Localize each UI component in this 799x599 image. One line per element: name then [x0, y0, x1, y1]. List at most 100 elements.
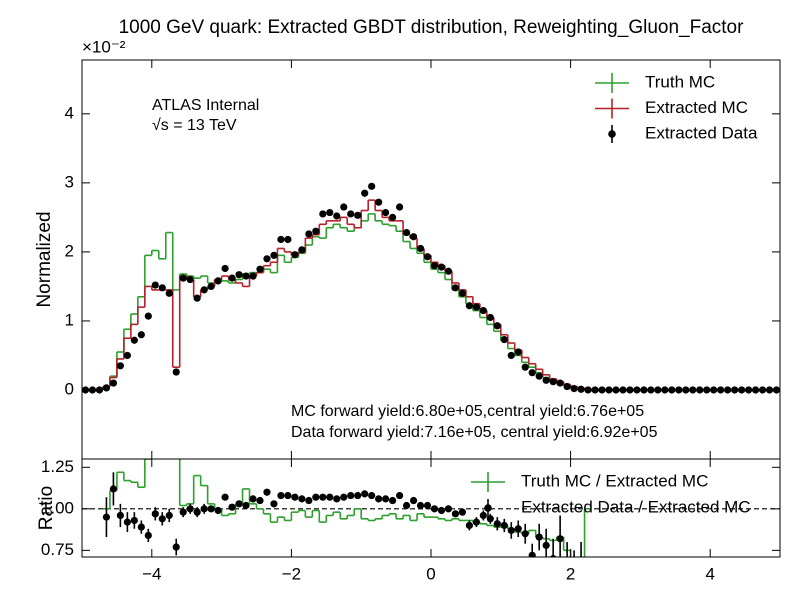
x-tick-label: −2 — [282, 564, 301, 583]
plot-area — [82, 459, 780, 557]
data-point — [430, 262, 439, 270]
data-point — [151, 281, 159, 289]
data-point — [451, 284, 460, 292]
data-point — [626, 386, 634, 394]
data-point — [703, 386, 711, 394]
data-point — [298, 246, 306, 254]
y-tick-label: 1.25 — [41, 457, 74, 476]
data-point — [535, 372, 543, 380]
data-point — [158, 284, 166, 292]
x-tick-label: −4 — [142, 564, 161, 583]
data-point — [235, 271, 243, 279]
data-point — [458, 289, 467, 297]
data-point — [193, 294, 201, 302]
data-point — [200, 505, 208, 513]
data-point — [465, 302, 473, 310]
data-point — [312, 227, 320, 235]
data-point — [598, 386, 606, 394]
data-point — [123, 351, 131, 360]
data-point — [172, 368, 180, 376]
data-point — [472, 303, 480, 311]
data-point — [668, 386, 676, 394]
data-point — [500, 521, 508, 530]
data-point — [472, 518, 480, 526]
y-tick-label: 1.00 — [41, 498, 74, 517]
data-point — [193, 508, 201, 516]
data-point — [731, 386, 739, 394]
data-point — [514, 525, 522, 533]
data-point — [689, 386, 697, 394]
data-point — [500, 335, 508, 344]
x-tick-label: 4 — [705, 564, 714, 583]
data-point — [605, 386, 613, 394]
data-point — [242, 272, 250, 280]
data-point — [235, 500, 243, 508]
data-point — [277, 235, 285, 244]
data-point — [368, 182, 376, 190]
data-point — [130, 516, 138, 525]
data-point — [409, 233, 418, 241]
data-point — [661, 386, 669, 394]
legend-label: Extracted Data / Extracted MC — [521, 497, 751, 516]
data-point — [88, 386, 97, 394]
data-point — [717, 386, 725, 394]
data-point — [333, 495, 341, 503]
data-point — [130, 336, 138, 344]
legend-label: Truth MC — [645, 72, 715, 91]
data-point — [521, 363, 529, 371]
data-point — [389, 213, 397, 221]
data-point — [109, 379, 118, 387]
data-point — [451, 510, 460, 518]
data-point — [116, 362, 124, 370]
data-point — [416, 501, 425, 510]
x-tick-label: 2 — [566, 564, 575, 583]
data-point — [724, 386, 732, 394]
data-point — [340, 493, 348, 501]
data-point — [375, 198, 383, 206]
chart-title: 1000 GeV quark: Extracted GBDT distribut… — [119, 17, 745, 38]
data-point — [102, 384, 111, 392]
y-tick-label: 3 — [65, 172, 74, 191]
data-point — [465, 521, 473, 530]
y-axis-label: Normalized — [34, 211, 55, 307]
data-point — [354, 211, 362, 219]
data-point — [591, 386, 599, 394]
data-point — [137, 523, 145, 531]
data-point — [361, 490, 369, 498]
data-point — [144, 531, 152, 540]
data-point — [423, 253, 432, 261]
data-point — [647, 386, 655, 394]
data-point — [186, 505, 194, 513]
x-tick-label: 0 — [426, 564, 435, 583]
data-point — [95, 386, 104, 394]
data-point — [507, 526, 515, 535]
data-point — [493, 520, 501, 528]
data-point — [305, 230, 313, 238]
data-point — [319, 210, 327, 218]
data-point — [528, 551, 536, 557]
data-point — [333, 212, 341, 220]
data-point — [368, 491, 376, 500]
data-point — [382, 208, 390, 217]
data-point — [577, 385, 585, 393]
data-point — [256, 265, 264, 273]
data-point — [270, 500, 278, 508]
data-point — [507, 351, 515, 360]
data-point — [542, 376, 550, 384]
data-point — [291, 493, 299, 501]
data-point — [263, 255, 271, 263]
data-point — [361, 189, 369, 197]
data-point — [389, 496, 397, 505]
annotation: Data forward yield:7.16e+05, central yie… — [291, 424, 658, 441]
data-point — [402, 228, 411, 237]
data-point — [165, 511, 173, 520]
data-point — [284, 491, 292, 500]
data-point — [696, 386, 704, 394]
data-point — [710, 386, 718, 394]
data-point — [137, 331, 145, 339]
data-point — [207, 505, 215, 513]
data-point — [207, 282, 215, 291]
data-point — [675, 386, 683, 394]
data-point — [340, 203, 348, 211]
